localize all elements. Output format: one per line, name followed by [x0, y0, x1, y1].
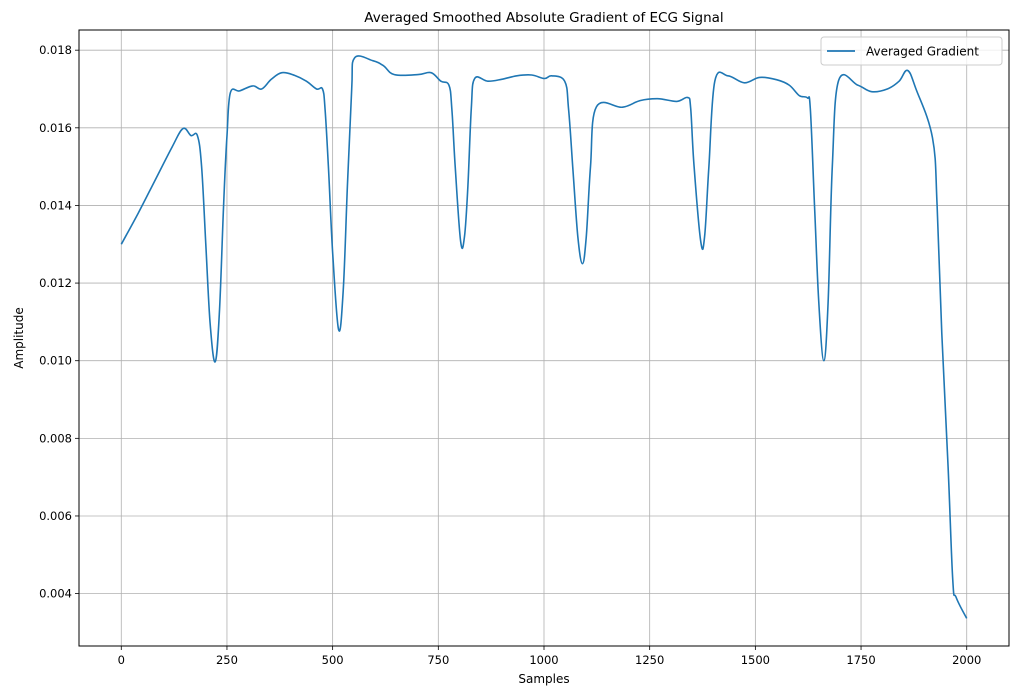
y-tick-label: 0.018	[39, 43, 72, 57]
legend-label: Averaged Gradient	[866, 45, 979, 59]
legend: Averaged Gradient	[820, 36, 1003, 66]
y-tick-label: 0.004	[39, 587, 72, 601]
x-tick-label: 1750	[846, 653, 875, 667]
x-tick-label: 500	[322, 653, 344, 667]
x-tick-label: 0	[118, 653, 125, 667]
x-tick-label: 750	[427, 653, 449, 667]
x-axis-label: Samples	[518, 672, 569, 686]
x-axis-ticks: 0 250 500 750 1000 1250 1500 1750 2000	[118, 646, 981, 667]
x-tick-label: 1000	[529, 653, 558, 667]
y-tick-label: 0.006	[39, 509, 72, 523]
y-tick-label: 0.014	[39, 198, 72, 212]
y-axis-ticks: 0.004 0.006 0.008 0.010 0.012 0.014 0.016 0.018	[39, 43, 79, 601]
y-axis-label: Amplitude	[12, 307, 26, 369]
series-line	[120, 55, 968, 619]
y-tick-label: 0.010	[39, 354, 72, 368]
y-tick-label: 0.016	[39, 121, 72, 135]
legend-box	[820, 36, 1003, 66]
x-tick-label: 250	[216, 653, 238, 667]
x-tick-label: 1250	[635, 653, 664, 667]
data-series-averaged-gradient	[120, 55, 968, 619]
x-tick-label: 2000	[952, 653, 981, 667]
grid-lines	[79, 30, 1009, 646]
y-tick-label: 0.012	[39, 276, 72, 290]
chart-title: Averaged Smoothed Absolute Gradient of E…	[364, 10, 723, 26]
y-tick-label: 0.008	[39, 431, 72, 445]
x-tick-label: 1500	[741, 653, 770, 667]
